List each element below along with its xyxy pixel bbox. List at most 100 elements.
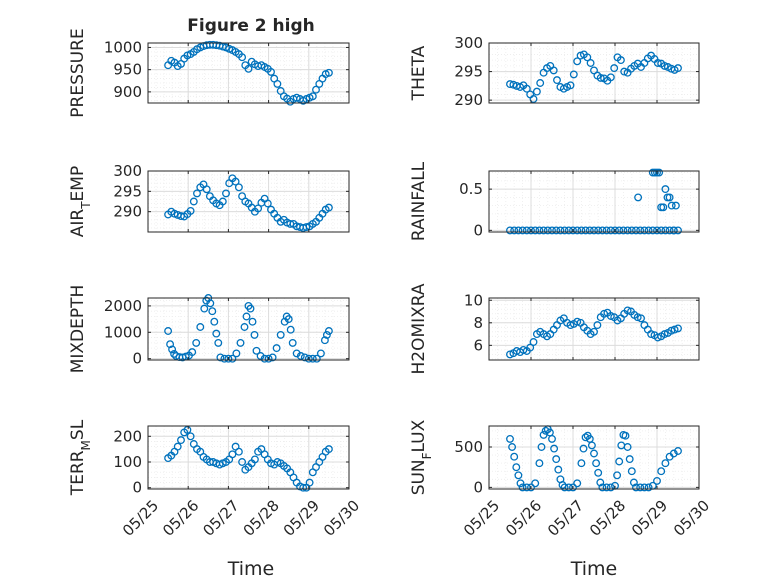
data-point — [541, 426, 550, 435]
data-point — [539, 226, 548, 235]
data-point — [653, 333, 662, 342]
data-point — [164, 327, 173, 335]
data-point — [548, 434, 556, 443]
data-point — [238, 458, 247, 466]
data-point — [539, 68, 548, 77]
data-point — [548, 226, 556, 235]
data-point — [216, 353, 225, 362]
x-tick-label: 05/28 — [586, 497, 629, 540]
data-point — [596, 478, 605, 487]
data-point — [564, 226, 573, 235]
data-point — [573, 226, 582, 235]
panel-mixdepth: 0 1000 2000 MIXDEPTH — [68, 285, 350, 374]
data-point — [202, 185, 211, 194]
data-point — [214, 338, 223, 347]
x-tick-label: 05/28 — [240, 497, 283, 540]
data-point — [581, 226, 590, 235]
data-point — [305, 478, 314, 487]
data-point — [653, 226, 661, 235]
marker-series — [506, 306, 682, 359]
y-axis-label: MIXDEPTH — [68, 285, 88, 374]
data-point — [186, 432, 195, 441]
axes-box — [488, 297, 700, 361]
data-point — [308, 92, 317, 101]
data-point — [527, 226, 535, 235]
x-tick-label: 05/27 — [544, 497, 587, 540]
marker-series — [164, 294, 333, 363]
data-point — [616, 56, 625, 65]
data-point — [183, 425, 192, 434]
data-point — [593, 321, 602, 330]
data-point — [196, 323, 205, 331]
panel-pressure: 900 950 1000 PRESSURE — [68, 28, 350, 118]
data-point — [206, 299, 215, 308]
data-point — [508, 443, 517, 451]
y-tick-label: 500 — [454, 438, 483, 456]
data-point — [506, 434, 514, 443]
data-point — [193, 189, 201, 198]
y-axis-label: THETA — [409, 45, 429, 101]
axes-box — [488, 170, 700, 233]
data-point — [606, 483, 615, 492]
data-point — [231, 177, 240, 186]
data-point — [625, 455, 634, 464]
data-point — [302, 223, 311, 232]
data-point — [514, 226, 523, 235]
data-point — [536, 79, 545, 87]
data-point — [529, 95, 538, 103]
data-point — [670, 325, 679, 334]
data-point — [577, 226, 586, 235]
data-point — [220, 354, 229, 363]
y-tick-label: 200 — [113, 427, 142, 445]
data-point — [324, 68, 333, 77]
data-point — [531, 479, 540, 488]
axes-box — [488, 42, 700, 104]
data-point — [620, 67, 629, 76]
y-tick-label: 6 — [473, 336, 483, 354]
data-point — [267, 67, 275, 76]
x-axis-label-right: Time — [570, 558, 618, 580]
y-tick-label: 295 — [454, 63, 483, 81]
data-point — [549, 66, 558, 75]
axes-box — [147, 425, 350, 490]
data-point — [637, 314, 645, 323]
marker-series — [164, 174, 333, 232]
y-tick-label: 300 — [113, 162, 142, 180]
data-point — [553, 76, 561, 85]
data-point — [312, 354, 321, 363]
data-point — [585, 226, 594, 235]
data-point — [535, 226, 544, 235]
data-point — [606, 73, 615, 82]
data-point — [189, 197, 198, 206]
data-point — [627, 226, 636, 235]
y-tick-label: 295 — [113, 182, 142, 200]
data-point — [316, 349, 325, 358]
data-point — [322, 330, 331, 339]
data-point — [286, 325, 295, 334]
marker-series — [164, 40, 333, 106]
data-point — [621, 431, 630, 440]
data-point — [518, 226, 527, 235]
data-point — [660, 61, 669, 70]
data-point — [260, 354, 269, 363]
data-point — [222, 189, 230, 198]
data-point — [566, 81, 575, 90]
data-point — [552, 226, 561, 235]
data-point — [246, 304, 255, 313]
data-point — [611, 226, 619, 235]
data-point — [606, 312, 615, 320]
data-point — [188, 348, 197, 357]
y-tick-label: 290 — [454, 91, 483, 109]
data-point — [168, 345, 177, 354]
data-point — [304, 354, 313, 363]
data-point — [560, 226, 569, 235]
data-point — [529, 338, 538, 346]
axes-box — [488, 425, 700, 490]
data-point — [522, 84, 531, 93]
y-tick-label: 950 — [113, 61, 142, 79]
data-point — [288, 338, 297, 347]
data-point — [254, 204, 263, 213]
x-tick-label: 05/26 — [159, 497, 202, 540]
data-point — [300, 353, 309, 362]
data-point — [250, 330, 259, 339]
